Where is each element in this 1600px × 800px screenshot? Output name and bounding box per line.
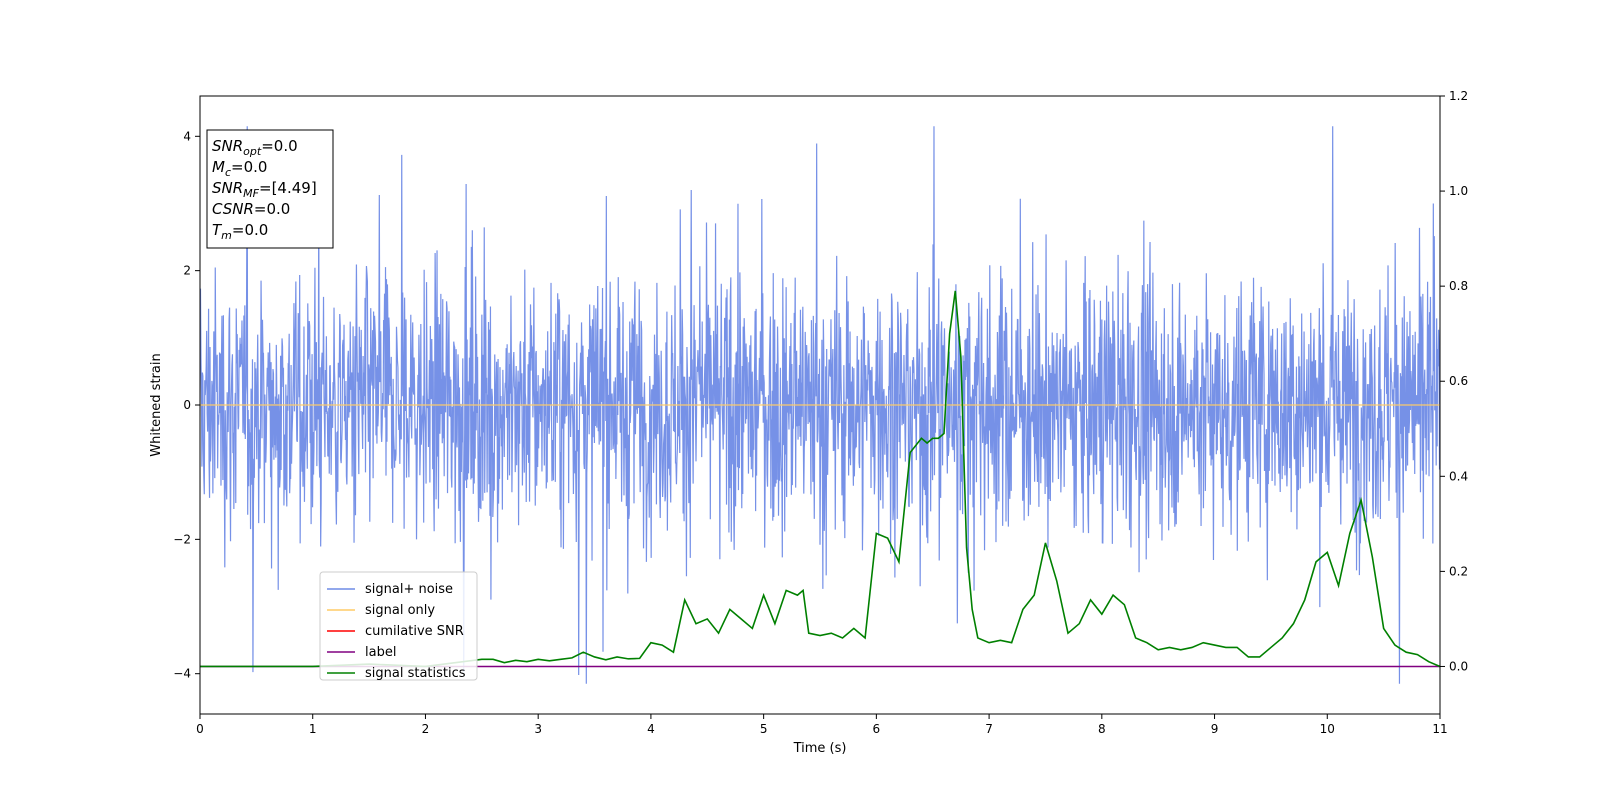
y2-tick-label: 0.8	[1449, 279, 1468, 293]
y-axis-label: Whitened strain	[149, 353, 164, 456]
x-tick-label: 8	[1098, 722, 1106, 736]
legend-label: cumilative SNR	[365, 624, 464, 639]
y2-tick-label: 0.4	[1449, 469, 1468, 483]
annotation-line: SNRopt=0.0	[212, 137, 298, 158]
y-tick-label: 0	[183, 398, 191, 412]
x-axis-ticks: 0 1 2 3 4 5 6 7 8 9 10 11	[196, 714, 1448, 736]
series-signal-noise	[200, 126, 1440, 684]
x-tick-label: 5	[760, 722, 768, 736]
y-tick-label: 4	[183, 129, 191, 143]
legend-label: signal+ noise	[365, 582, 453, 597]
annotation-frame	[206, 129, 334, 249]
x-tick-label: 3	[534, 722, 542, 736]
x-tick-label: 1	[309, 722, 317, 736]
y2-axis-ticks: 0.0 0.2 0.4 0.6 0.8 1.0 1.2	[1440, 89, 1468, 673]
y2-tick-label: 1.2	[1449, 89, 1468, 103]
series-signal-statistics	[200, 290, 1440, 668]
y2-tick-label: 0.6	[1449, 374, 1468, 388]
y-axis-ticks: −4 −2 0 2 4	[173, 129, 200, 681]
x-axis-label: Time (s)	[793, 741, 847, 756]
y-tick-label: 2	[183, 264, 191, 278]
legend-frame	[319, 571, 478, 681]
annotation-line: SNRMF=[4.49]	[212, 179, 317, 200]
x-tick-label: 6	[873, 722, 881, 736]
legend-label: signal only	[365, 603, 435, 618]
series-layer	[200, 126, 1440, 684]
legend-label: signal statistics	[365, 666, 466, 681]
x-tick-label: 9	[1211, 722, 1219, 736]
x-tick-label: 4	[647, 722, 655, 736]
annotation-line: CSNR=0.0	[212, 200, 290, 218]
x-tick-label: 11	[1432, 722, 1447, 736]
x-tick-label: 0	[196, 722, 204, 736]
x-tick-label: 2	[422, 722, 430, 736]
annotation-line: Tm=0.0	[212, 221, 268, 242]
x-tick-label: 7	[985, 722, 993, 736]
y2-tick-label: 1.0	[1449, 184, 1468, 198]
annotation-line: Mc=0.0	[212, 158, 267, 179]
y2-tick-label: 0.0	[1449, 659, 1468, 673]
legend-label: label	[365, 645, 396, 660]
x-tick-label: 10	[1320, 722, 1335, 736]
y-tick-label: −2	[173, 532, 191, 546]
y-tick-label: −4	[173, 667, 191, 681]
y2-tick-label: 0.2	[1449, 564, 1468, 578]
legend: signal+ noise signal only cumilative SNR la…	[319, 571, 478, 681]
